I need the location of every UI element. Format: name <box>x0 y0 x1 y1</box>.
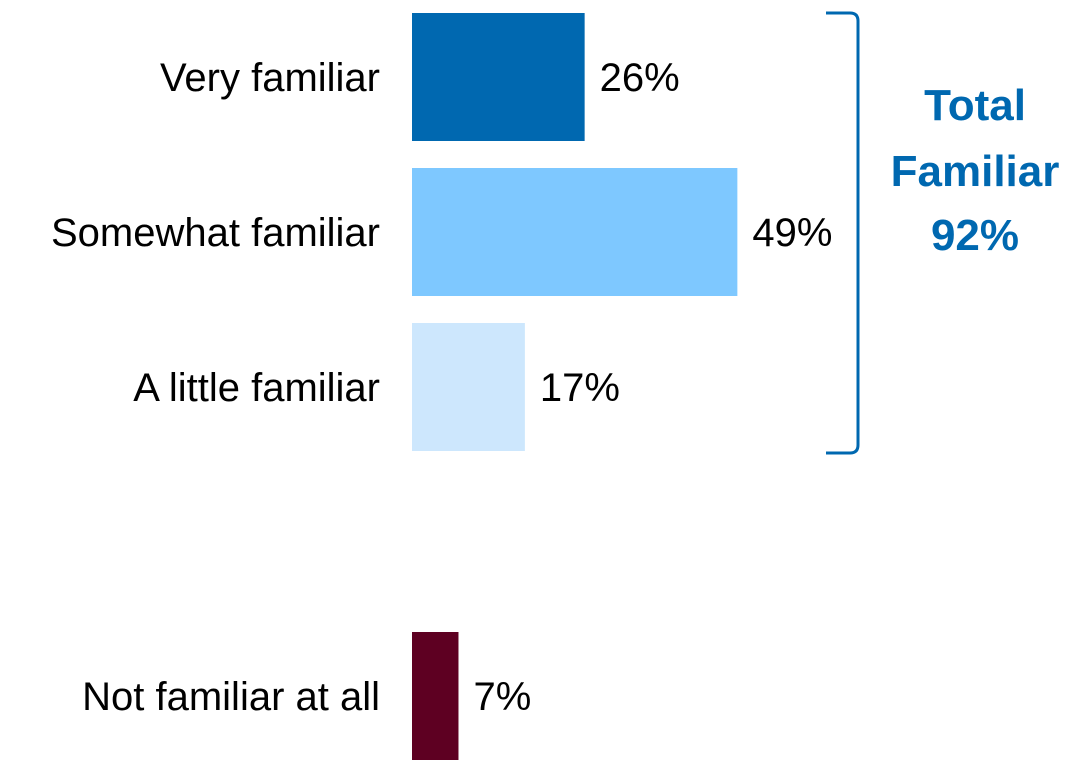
value-label-a-little-familiar: 17% <box>540 366 620 410</box>
total-familiar-line-3: 92% <box>931 211 1019 260</box>
bar-not-familiar-at-all <box>412 632 459 760</box>
bars-layer <box>412 13 738 760</box>
total-familiar-bracket <box>826 11 860 455</box>
total-familiar-line-2: Familiar <box>891 147 1060 196</box>
bar-very-familiar <box>412 13 585 141</box>
total-familiar-annotation: Total Familiar 92% <box>826 11 1060 455</box>
value-label-somewhat-familiar: 49% <box>752 211 832 255</box>
category-label-somewhat-familiar: Somewhat familiar <box>51 211 380 255</box>
category-label-not-familiar-at-all: Not familiar at all <box>82 675 380 719</box>
labels-layer: Very familiar 26% Somewhat familiar 49% A li… <box>51 56 832 719</box>
total-familiar-line-1: Total <box>924 81 1026 130</box>
value-label-very-familiar: 26% <box>600 56 680 100</box>
category-label-a-little-familiar: A little familiar <box>133 366 380 410</box>
value-label-not-familiar-at-all: 7% <box>473 675 531 719</box>
bar-a-little-familiar <box>412 323 525 451</box>
bar-somewhat-familiar <box>412 168 738 296</box>
category-label-very-familiar: Very familiar <box>160 56 380 100</box>
